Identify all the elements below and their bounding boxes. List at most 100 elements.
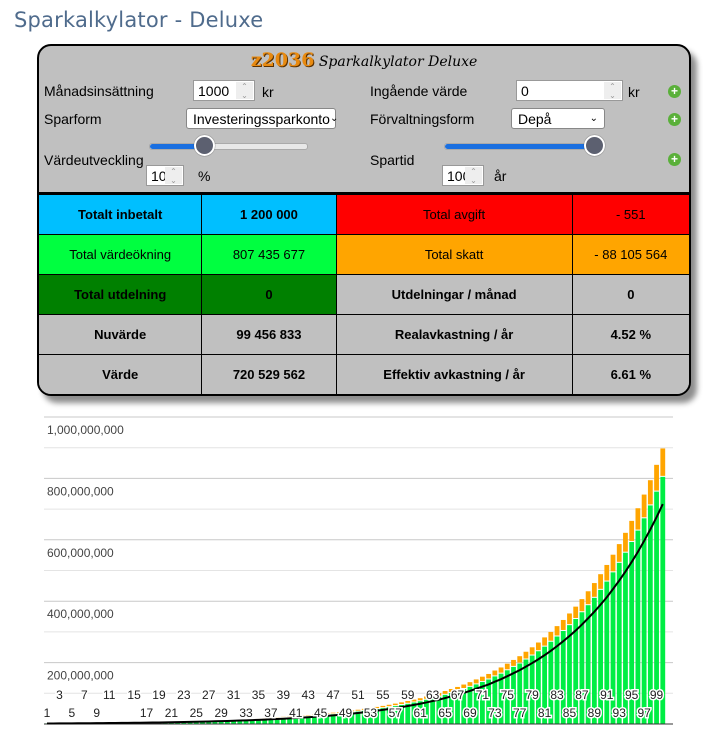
- x-tick-label: 29: [214, 706, 228, 720]
- bar-tax: [417, 698, 423, 701]
- management-value: Depå: [518, 110, 552, 127]
- bar-value: [224, 720, 230, 724]
- bar-value: [336, 713, 342, 724]
- x-tick-label: 23: [177, 688, 191, 702]
- plus-icon[interactable]: +: [668, 85, 681, 98]
- x-tick-label: 81: [538, 706, 552, 720]
- bar-value: [461, 689, 467, 724]
- growth-slider-thumb[interactable]: [194, 135, 215, 156]
- x-tick-label: 25: [190, 706, 204, 720]
- bar-value: [424, 699, 429, 724]
- bar-tax: [461, 684, 467, 689]
- result-row: Totalt inbetalt 1 200 000 Total avgift - 55…: [39, 193, 689, 235]
- bar-tax: [392, 703, 398, 706]
- bar-value: [498, 673, 504, 724]
- result-row: Nuvärde 99 456 833 Realavkastning / år 4.52…: [39, 314, 689, 355]
- plus-icon[interactable]: +: [668, 153, 681, 166]
- result-value: 99 456 833: [201, 314, 337, 355]
- monthly-unit: kr: [262, 84, 274, 100]
- bar-value: [535, 651, 541, 724]
- x-tick-label: 75: [501, 688, 515, 702]
- bar-value: [287, 717, 292, 724]
- result-label: Effektiv avkastning / år: [335, 354, 573, 394]
- bar-tax: [355, 709, 361, 711]
- x-tick-label: 83: [550, 688, 564, 702]
- bar-tax: [654, 464, 659, 491]
- bar-value: [206, 721, 212, 724]
- bar-value: [405, 703, 411, 724]
- bar-value: [616, 562, 622, 724]
- bar-value: [511, 666, 516, 724]
- x-tick-label: 87: [575, 688, 589, 702]
- x-tick-label: 97: [637, 706, 651, 720]
- spinner-icon[interactable]: ⌃ ⌄: [604, 82, 621, 100]
- initial-input[interactable]: 0 ⌃ ⌄: [516, 80, 623, 101]
- x-tick-label: 69: [463, 706, 477, 720]
- bar-value: [249, 719, 255, 724]
- period-input[interactable]: 100 ⌃ ⌄: [442, 165, 484, 186]
- bar-value: [598, 589, 603, 724]
- savings-form-select[interactable]: Investeringssparkonto ⌄: [186, 108, 338, 129]
- result-value: 1 200 000: [201, 193, 337, 235]
- bar-tax: [424, 696, 429, 699]
- bar-tax: [567, 613, 572, 625]
- bar-tax: [616, 544, 622, 562]
- bar-tax: [660, 448, 666, 476]
- initial-unit: kr: [628, 84, 640, 100]
- x-tick-label: 9: [93, 706, 100, 720]
- bar-tax: [324, 713, 330, 714]
- spinner-icon[interactable]: ⌃ ⌄: [236, 82, 253, 100]
- spinner-icon[interactable]: ⌃ ⌄: [165, 167, 182, 185]
- chevron-down-icon: ⌄: [589, 113, 598, 124]
- management-label: Förvaltningsform: [370, 111, 475, 127]
- bar-tax: [349, 710, 355, 712]
- bar-value: [635, 530, 641, 724]
- x-tick-label: 5: [69, 706, 76, 720]
- bar-value: [417, 701, 423, 724]
- bar-tax: [380, 705, 386, 708]
- x-tick-label: 45: [314, 706, 328, 720]
- bar-value: [486, 679, 492, 724]
- bar-tax: [467, 682, 473, 686]
- bar-value: [355, 711, 361, 724]
- bar-tax: [585, 591, 591, 605]
- monthly-label: Månadsinsättning: [44, 83, 154, 99]
- x-tick-label: 27: [202, 688, 216, 702]
- period-slider-thumb[interactable]: [584, 135, 605, 156]
- plus-icon[interactable]: +: [668, 113, 681, 126]
- period-slider[interactable]: [444, 143, 596, 150]
- management-select[interactable]: Depå ⌄: [511, 108, 605, 129]
- x-tick-label: 35: [252, 688, 266, 702]
- result-value: 6.61 %: [571, 354, 689, 394]
- x-tick-label: 41: [289, 706, 303, 720]
- x-tick-label: 71: [476, 688, 490, 702]
- bar-tax: [399, 702, 404, 704]
- x-tick-label: 37: [264, 706, 278, 720]
- monthly-input[interactable]: 1000 ⌃ ⌄: [193, 80, 255, 101]
- bar-value: [591, 597, 597, 724]
- bar-tax: [361, 708, 367, 710]
- bar-tax: [573, 606, 579, 619]
- bar-tax: [411, 699, 417, 702]
- bar-value: [504, 670, 510, 724]
- growth-input[interactable]: 10 ⌃ ⌄: [146, 165, 184, 186]
- bar-tax: [523, 651, 529, 659]
- bar-tax: [579, 599, 585, 612]
- spinner-icon[interactable]: ⌃ ⌄: [465, 167, 482, 185]
- growth-slider[interactable]: [149, 143, 308, 150]
- x-tick-label: 7: [81, 688, 88, 702]
- x-tick-label: 19: [152, 688, 166, 702]
- bar-value: [386, 707, 392, 724]
- y-tick-label: 1,000,000,000: [47, 423, 124, 437]
- result-label: Totalt inbetalt: [39, 193, 203, 235]
- bar-value: [305, 716, 311, 724]
- bar-value: [585, 605, 591, 724]
- bar-value: [660, 476, 666, 724]
- bar-value: [268, 718, 274, 724]
- growth-label: Värdeutveckling: [44, 152, 144, 168]
- bar-value: [641, 518, 647, 724]
- x-tick-label: 91: [600, 688, 614, 702]
- result-value: 0: [201, 274, 337, 315]
- bar-tax: [517, 656, 523, 663]
- bar-value: [374, 709, 380, 724]
